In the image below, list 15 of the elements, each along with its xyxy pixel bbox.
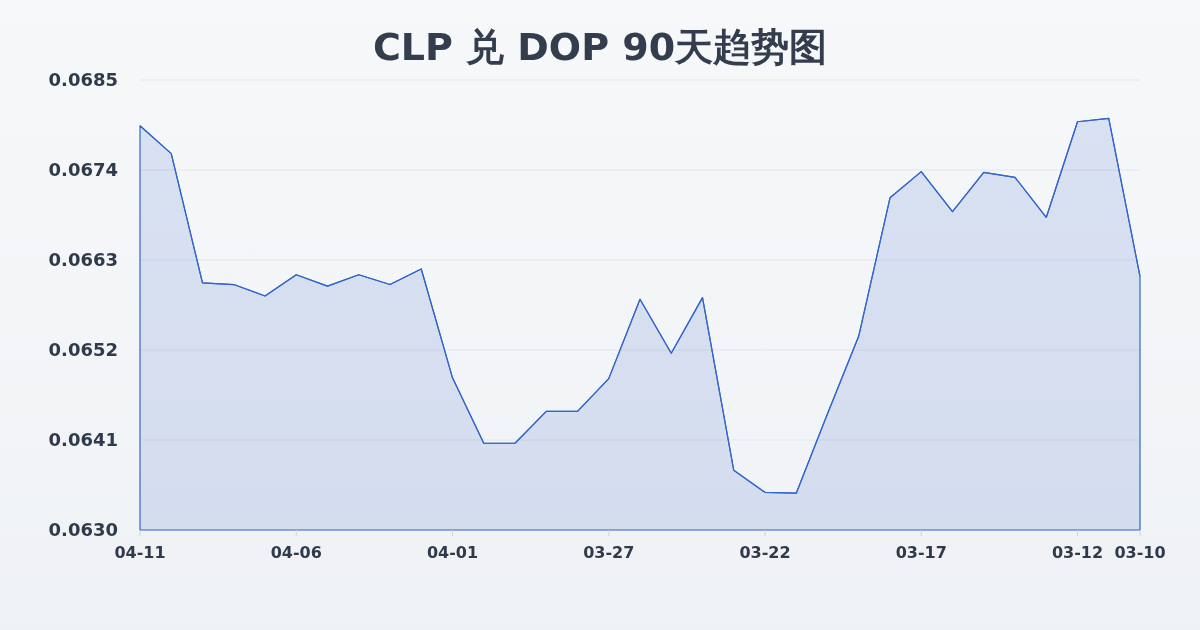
- x-tick-label: 03-27: [583, 543, 635, 562]
- y-tick-label: 0.0641: [48, 429, 118, 451]
- y-tick-label: 0.0630: [48, 519, 118, 541]
- x-tick-label: 03-12: [1051, 543, 1104, 562]
- y-tick-label: 0.0663: [48, 249, 118, 271]
- x-tick-label: 04-11: [114, 543, 166, 562]
- y-tick-label: 0.0674: [48, 159, 118, 181]
- x-tick-label: 03-10: [1114, 543, 1166, 562]
- y-tick-label: 0.0685: [48, 69, 118, 91]
- x-tick-label: 03-17: [895, 543, 947, 562]
- chart-title: CLP 兑 DOP 90天趋势图: [372, 25, 828, 69]
- x-tick-label: 04-01: [426, 543, 479, 562]
- x-tick-label: 03-22: [739, 543, 791, 562]
- y-tick-label: 0.0652: [48, 339, 118, 361]
- x-tick-label: 04-06: [270, 543, 322, 562]
